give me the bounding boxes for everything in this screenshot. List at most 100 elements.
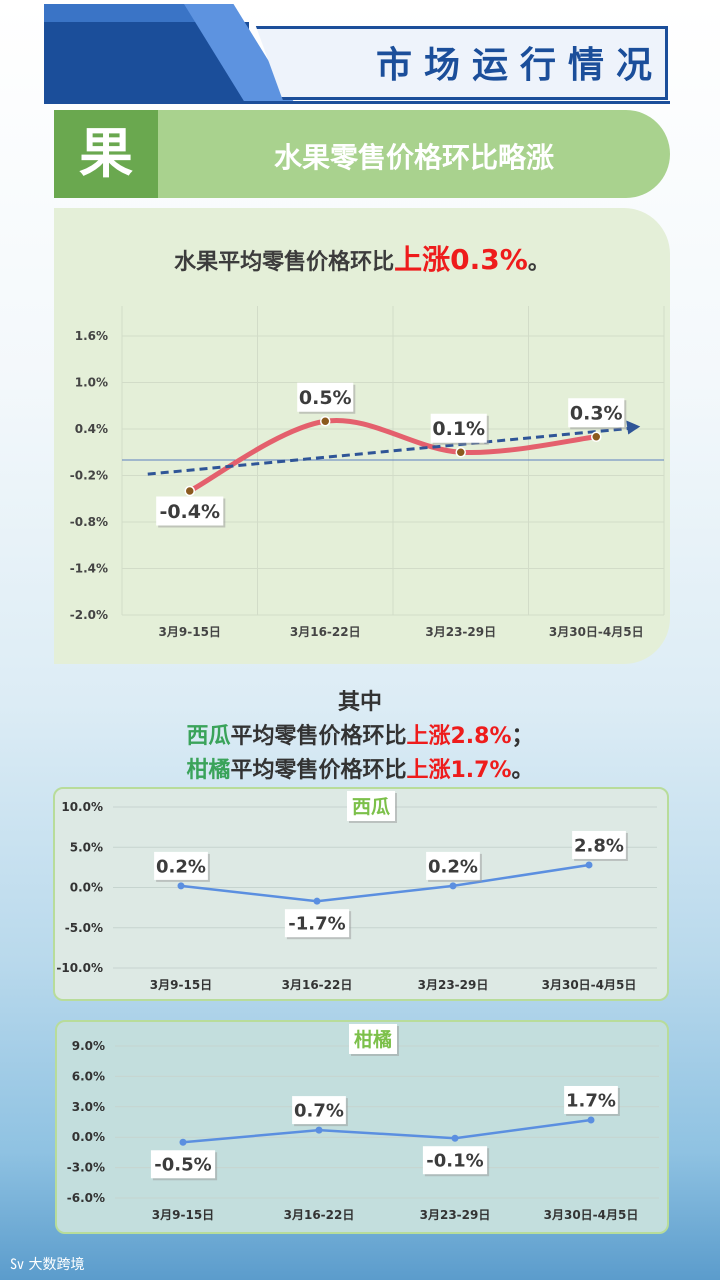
- data-point: [315, 1126, 323, 1134]
- data-label-box: [430, 413, 487, 443]
- summary-highlight: 上涨0.3%: [394, 243, 528, 276]
- data-point: [587, 1116, 595, 1124]
- trend-line: [147, 426, 629, 476]
- series-line: [182, 1118, 592, 1144]
- watermelon-summary: 西瓜平均零售价格环比上涨2.8%；: [0, 718, 720, 750]
- y-tick: 3.0%: [72, 1100, 105, 1114]
- y-tick: -3.0%: [67, 1161, 105, 1175]
- data-point: [455, 447, 466, 458]
- y-tick: -2.0%: [70, 608, 108, 622]
- series-line: [187, 417, 599, 494]
- y-tick: -0.8%: [70, 515, 108, 529]
- y-tick: -10.0%: [56, 961, 103, 975]
- data-point: [451, 1134, 459, 1142]
- chart-title-box: [349, 1024, 397, 1054]
- y-tick: 0.0%: [72, 1130, 105, 1144]
- logo-icon: ㏜: [10, 1257, 24, 1273]
- x-tick: 3月30日-4月5日: [549, 625, 644, 639]
- data-label-box: [297, 382, 354, 412]
- y-tick: 5.0%: [70, 840, 103, 854]
- data-label-box: [422, 1146, 488, 1175]
- header-banner: 市场运行情况: [44, 4, 670, 104]
- summary-suffix: 。: [527, 250, 550, 275]
- main-chart-card: 水果平均零售价格环比上涨0.3%。: [54, 208, 670, 664]
- x-tick: 3月23-29日: [425, 625, 496, 639]
- data-label: 0.2%: [156, 856, 206, 877]
- data-point: [179, 1138, 187, 1146]
- data-point: [591, 431, 602, 442]
- data-label: 1.7%: [566, 1090, 616, 1111]
- y-tick: 10.0%: [61, 800, 103, 814]
- y-tick: -0.2%: [70, 469, 108, 483]
- section-title: 水果零售价格环比略涨: [273, 141, 554, 174]
- data-label: 0.1%: [432, 418, 485, 440]
- data-label-box: [150, 1150, 216, 1179]
- y-tick: 0.4%: [75, 422, 108, 436]
- data-point: [177, 882, 185, 890]
- y-tick: -5.0%: [65, 921, 103, 935]
- data-label-box: [292, 1096, 346, 1125]
- x-tick: 3月9-15日: [150, 978, 212, 992]
- data-label-box: [572, 830, 626, 859]
- data-label-box: [284, 909, 350, 938]
- data-point: [585, 861, 593, 869]
- data-point: [320, 416, 331, 427]
- data-point: [313, 897, 321, 905]
- watermelon-prefix: 平均零售价格环比: [230, 724, 407, 749]
- citrus-chart: 9.0% 6.0% 3.0% 0.0% -3.0% -6.0% 3月9-15日 3月16-22…: [67, 1024, 659, 1222]
- watermelon-highlight: 上涨2.8%: [406, 724, 512, 749]
- x-tick: 3月16-22日: [282, 978, 353, 992]
- series-line: [180, 863, 590, 903]
- watermelon-name: 西瓜: [186, 724, 231, 749]
- citrus-prefix: 平均零售价格环比: [230, 758, 407, 783]
- summary-prefix: 水果平均零售价格环比: [174, 250, 395, 275]
- details-intro: 其中: [337, 690, 382, 715]
- x-tick: 3月16-22日: [284, 1208, 355, 1222]
- header-accent: [44, 4, 219, 22]
- trend-arrow: [626, 420, 641, 435]
- section-char: 果: [79, 122, 133, 185]
- citrus-suffix: 。: [511, 758, 534, 783]
- header-underline: [44, 101, 670, 104]
- header-panel: [255, 26, 668, 100]
- x-tick: 3月9-15日: [152, 1208, 214, 1222]
- x-tick: 3月16-22日: [290, 625, 361, 639]
- section-icon-box: [54, 110, 158, 198]
- data-label: 0.3%: [570, 403, 623, 425]
- x-tick: 3月30日-4月5日: [542, 978, 637, 992]
- y-tick: 1.0%: [75, 376, 108, 390]
- chart-title: 西瓜: [352, 796, 390, 818]
- data-label: 0.2%: [428, 856, 478, 877]
- data-label-box: [568, 398, 625, 428]
- data-label: 2.8%: [574, 835, 624, 856]
- x-tick: 3月9-15日: [159, 625, 221, 639]
- data-label-box: [154, 851, 208, 880]
- citrus-summary: 柑橘平均零售价格环比上涨1.7%。: [0, 752, 720, 784]
- data-label-box: [564, 1085, 618, 1114]
- watermelon-suffix: ；: [511, 724, 534, 749]
- y-tick: 9.0%: [72, 1039, 105, 1053]
- data-label: -0.5%: [154, 1155, 211, 1176]
- data-point: [184, 485, 195, 497]
- citrus-name: 柑橘: [186, 758, 231, 783]
- watermelon-chart: 10.0% 5.0% 0.0% -5.0% -10.0% 3月9-15日 3月16-22日 3…: [56, 791, 657, 992]
- chart-title: 柑橘: [354, 1028, 392, 1051]
- x-tick: 3月30日-4月5日: [544, 1208, 639, 1222]
- data-label-box: [426, 851, 480, 880]
- data-label: -0.1%: [426, 1151, 483, 1172]
- y-tick: -1.4%: [70, 562, 108, 576]
- y-tick: 1.6%: [75, 329, 108, 343]
- data-label: 0.5%: [299, 387, 352, 409]
- y-tick: -6.0%: [67, 1191, 105, 1205]
- chart-title-box: [347, 791, 395, 821]
- data-label-box: [156, 496, 224, 526]
- logo-text: 大数跨境: [28, 1257, 85, 1273]
- citrus-highlight: 上涨1.7%: [406, 758, 512, 783]
- summary-text: 水果平均零售价格环比上涨0.3%。: [54, 238, 670, 278]
- data-point: [449, 882, 457, 890]
- data-label: -1.7%: [288, 914, 345, 935]
- main-price-chart: 1.6% 1.0% 0.4% -0.2% -0.8% -1.4% -2.0% 3月9-15日 3…: [70, 306, 665, 639]
- x-tick: 3月23-29日: [420, 1208, 491, 1222]
- data-label: 0.7%: [294, 1101, 344, 1122]
- y-tick: 0.0%: [70, 881, 103, 895]
